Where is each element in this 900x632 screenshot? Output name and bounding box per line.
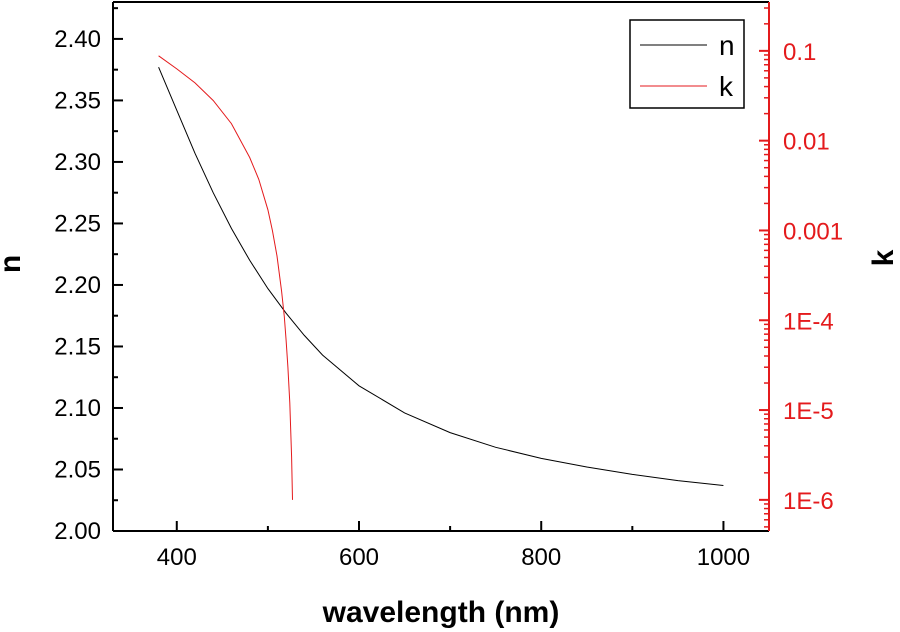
right-tick-label: 0.1 [783, 39, 816, 66]
left-tick-label: 2.10 [54, 395, 101, 422]
left-tick-label: 2.15 [54, 333, 101, 360]
left-tick-label: 2.00 [54, 518, 101, 545]
left-tick-label: 2.05 [54, 456, 101, 483]
legend: n k [629, 19, 745, 109]
legend-label-k: k [719, 71, 734, 102]
legend-label-n: n [719, 30, 735, 61]
right-tick-label: 0.01 [783, 129, 830, 156]
x-tick-label: 800 [521, 544, 561, 571]
series-layer [158, 55, 724, 500]
legend-box [629, 19, 745, 109]
right-tick-label: 1E-5 [783, 398, 834, 425]
right-tick-label: 1E-6 [783, 488, 834, 515]
left-axis-ticks: 2.00 2.05 2.10 2.15 2.20 2.25 2.30 2.35 2.40 [54, 7, 123, 545]
left-tick-label: 2.20 [54, 272, 101, 299]
series-line-k [158, 55, 293, 500]
series-line-n [158, 67, 724, 486]
x-tick-label: 1000 [697, 544, 750, 571]
x-axis-ticks: 400 600 800 1000 [157, 521, 750, 571]
left-tick-label: 2.40 [54, 26, 101, 53]
x-tick-label: 600 [339, 544, 379, 571]
right-axis-title: k [867, 249, 900, 266]
left-tick-label: 2.25 [54, 210, 101, 237]
x-axis-title: wavelength (nm) [322, 596, 560, 629]
x-tick-label: 400 [157, 544, 197, 571]
left-tick-label: 2.35 [54, 87, 101, 114]
left-axis-title: n [0, 255, 27, 273]
right-tick-label: 1E-4 [783, 308, 834, 335]
right-tick-label: 0.001 [783, 218, 843, 245]
right-axis-ticks: 1E-6 1E-5 1E-4 0.001 0.01 0.1 [759, 7, 843, 528]
left-tick-label: 2.30 [54, 149, 101, 176]
